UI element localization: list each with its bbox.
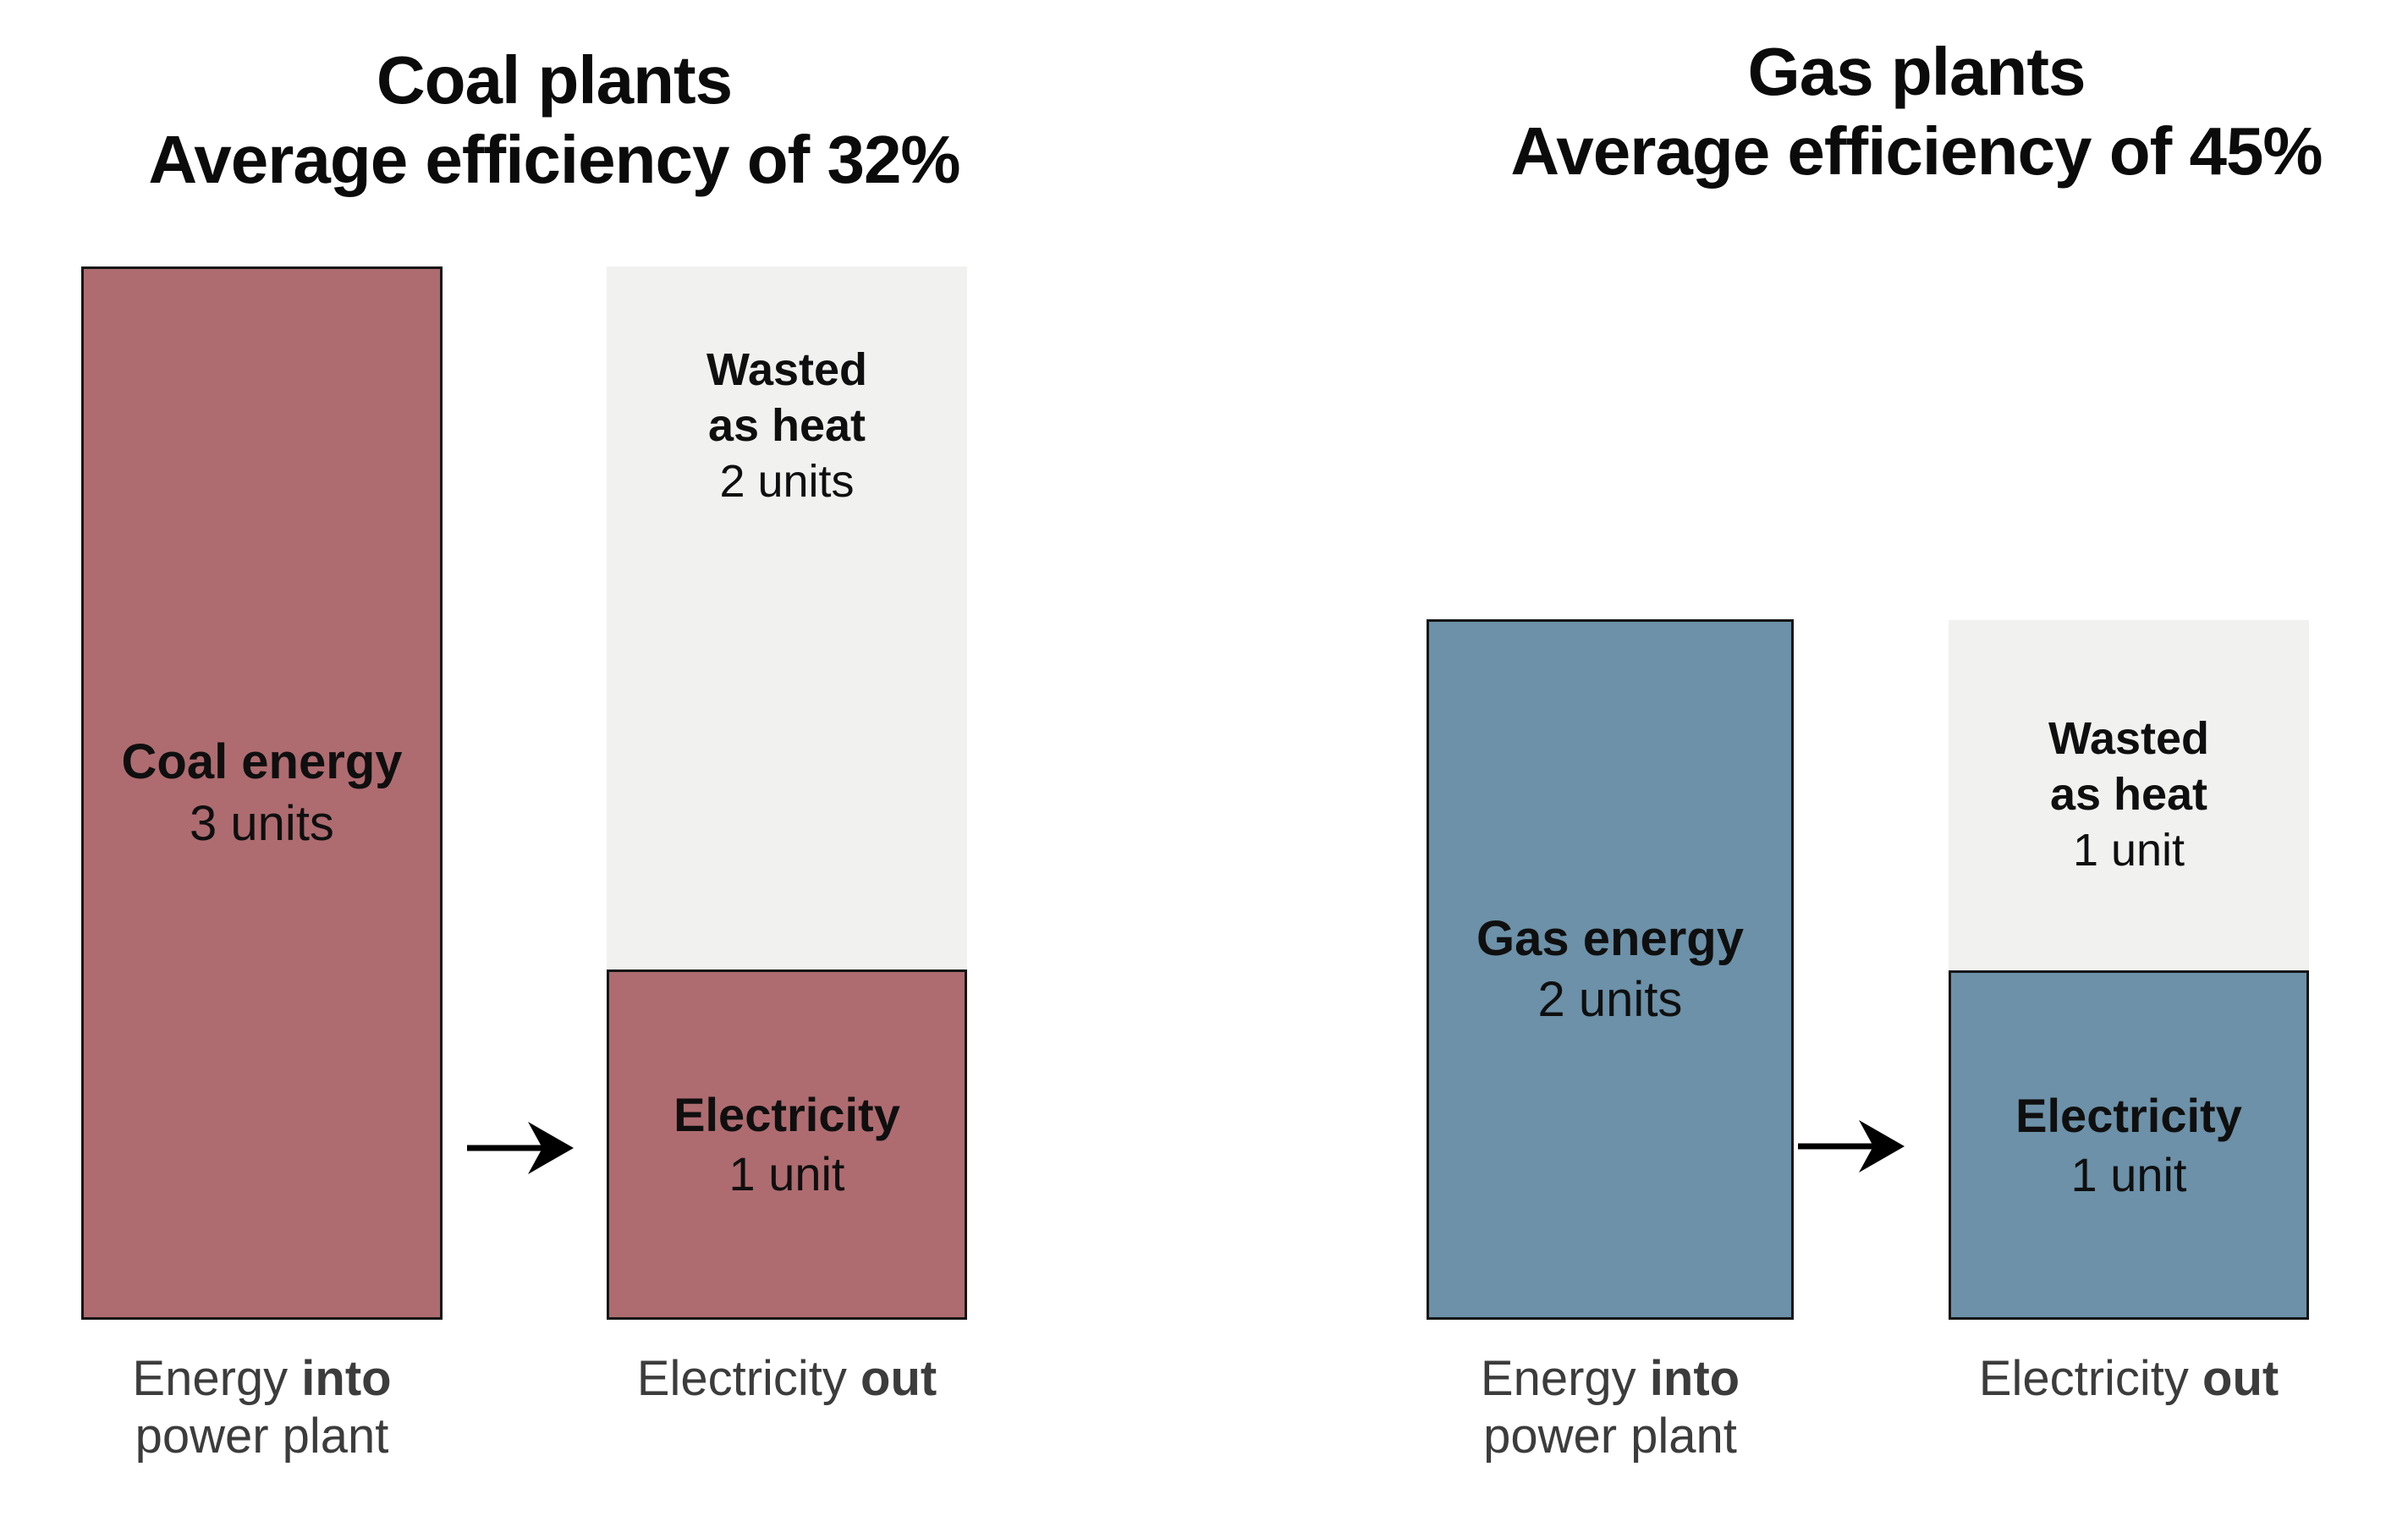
coal-input-bar-label: Coal energy 3 units (122, 732, 403, 854)
gas-input-caption: Energy into power plant (1384, 1350, 1836, 1466)
gas-input-bar: Gas energy 2 units (1427, 619, 1794, 1320)
gas-wasted-label: Wasted as heat 1 unit (2048, 711, 2209, 879)
coal-input-caption-line1: Energy into (39, 1350, 485, 1408)
caption-text-bold: out (860, 1351, 937, 1406)
coal-wasted-label: Wasted as heat 2 units (706, 343, 867, 510)
gas-wasted-line2: as heat (2049, 769, 2208, 821)
caption-text: Energy (132, 1351, 302, 1406)
gas-electricity-amount: 1 unit (2070, 1147, 2187, 1201)
coal-output-electricity-segment: Electricity 1 unit (607, 969, 967, 1320)
gas-output-caption: Electricity out (1906, 1350, 2351, 1408)
coal-input-name: Coal energy (121, 734, 403, 789)
gas-input-caption-line2: power plant (1483, 1409, 1737, 1464)
coal-title-line2: Average efficiency of 32% (148, 122, 960, 198)
coal-panel-title: Coal plants Average efficiency of 32% (34, 41, 1075, 200)
coal-electricity-name: Electricity (673, 1088, 900, 1141)
coal-output-caption: Electricity out (564, 1350, 1009, 1408)
gas-input-amount: 2 units (1537, 972, 1683, 1027)
caption-text-bold: into (301, 1351, 392, 1406)
gas-panel-title: Gas plants Average efficiency of 45% (1421, 32, 2408, 192)
coal-input-caption-line2: power plant (135, 1409, 389, 1464)
coal-electricity-amount: 1 unit (728, 1147, 845, 1200)
caption-text: Energy (1480, 1351, 1650, 1406)
gas-wasted-amount: 1 unit (2072, 824, 2185, 876)
coal-wasted-line1: Wasted (706, 344, 868, 395)
gas-input-name: Gas energy (1476, 910, 1744, 966)
right-arrow-icon (467, 1122, 574, 1174)
gas-input-caption-line1: Energy into (1384, 1350, 1836, 1408)
gas-output-wasted-segment: Wasted as heat 1 unit (1949, 620, 2309, 970)
coal-output-wasted-segment: Wasted as heat 2 units (607, 266, 967, 969)
gas-electricity-label: Electricity 1 unit (2015, 1086, 2242, 1205)
coal-input-amount: 3 units (190, 795, 334, 851)
coal-wasted-line2: as heat (707, 399, 866, 451)
coal-electricity-label: Electricity 1 unit (673, 1085, 900, 1204)
coal-input-bar: Coal energy 3 units (81, 266, 443, 1320)
caption-text-bold: out (2202, 1351, 2279, 1406)
caption-text-bold: into (1649, 1351, 1740, 1406)
gas-electricity-name: Electricity (2015, 1088, 2242, 1142)
gas-title-line1: Gas plants (1747, 34, 2086, 109)
gas-wasted-line1: Wasted (2048, 713, 2210, 765)
caption-text: Electricity (636, 1351, 861, 1406)
coal-title-line1: Coal plants (376, 42, 733, 118)
gas-title-line2: Average efficiency of 45% (1510, 113, 2323, 190)
coal-input-caption: Energy into power plant (39, 1350, 485, 1466)
caption-text: Electricity (1978, 1351, 2203, 1406)
right-arrow-icon (1798, 1120, 1905, 1173)
coal-wasted-amount: 2 units (719, 455, 855, 507)
gas-input-bar-label: Gas energy 2 units (1476, 909, 1744, 1031)
gas-output-electricity-segment: Electricity 1 unit (1949, 970, 2309, 1320)
